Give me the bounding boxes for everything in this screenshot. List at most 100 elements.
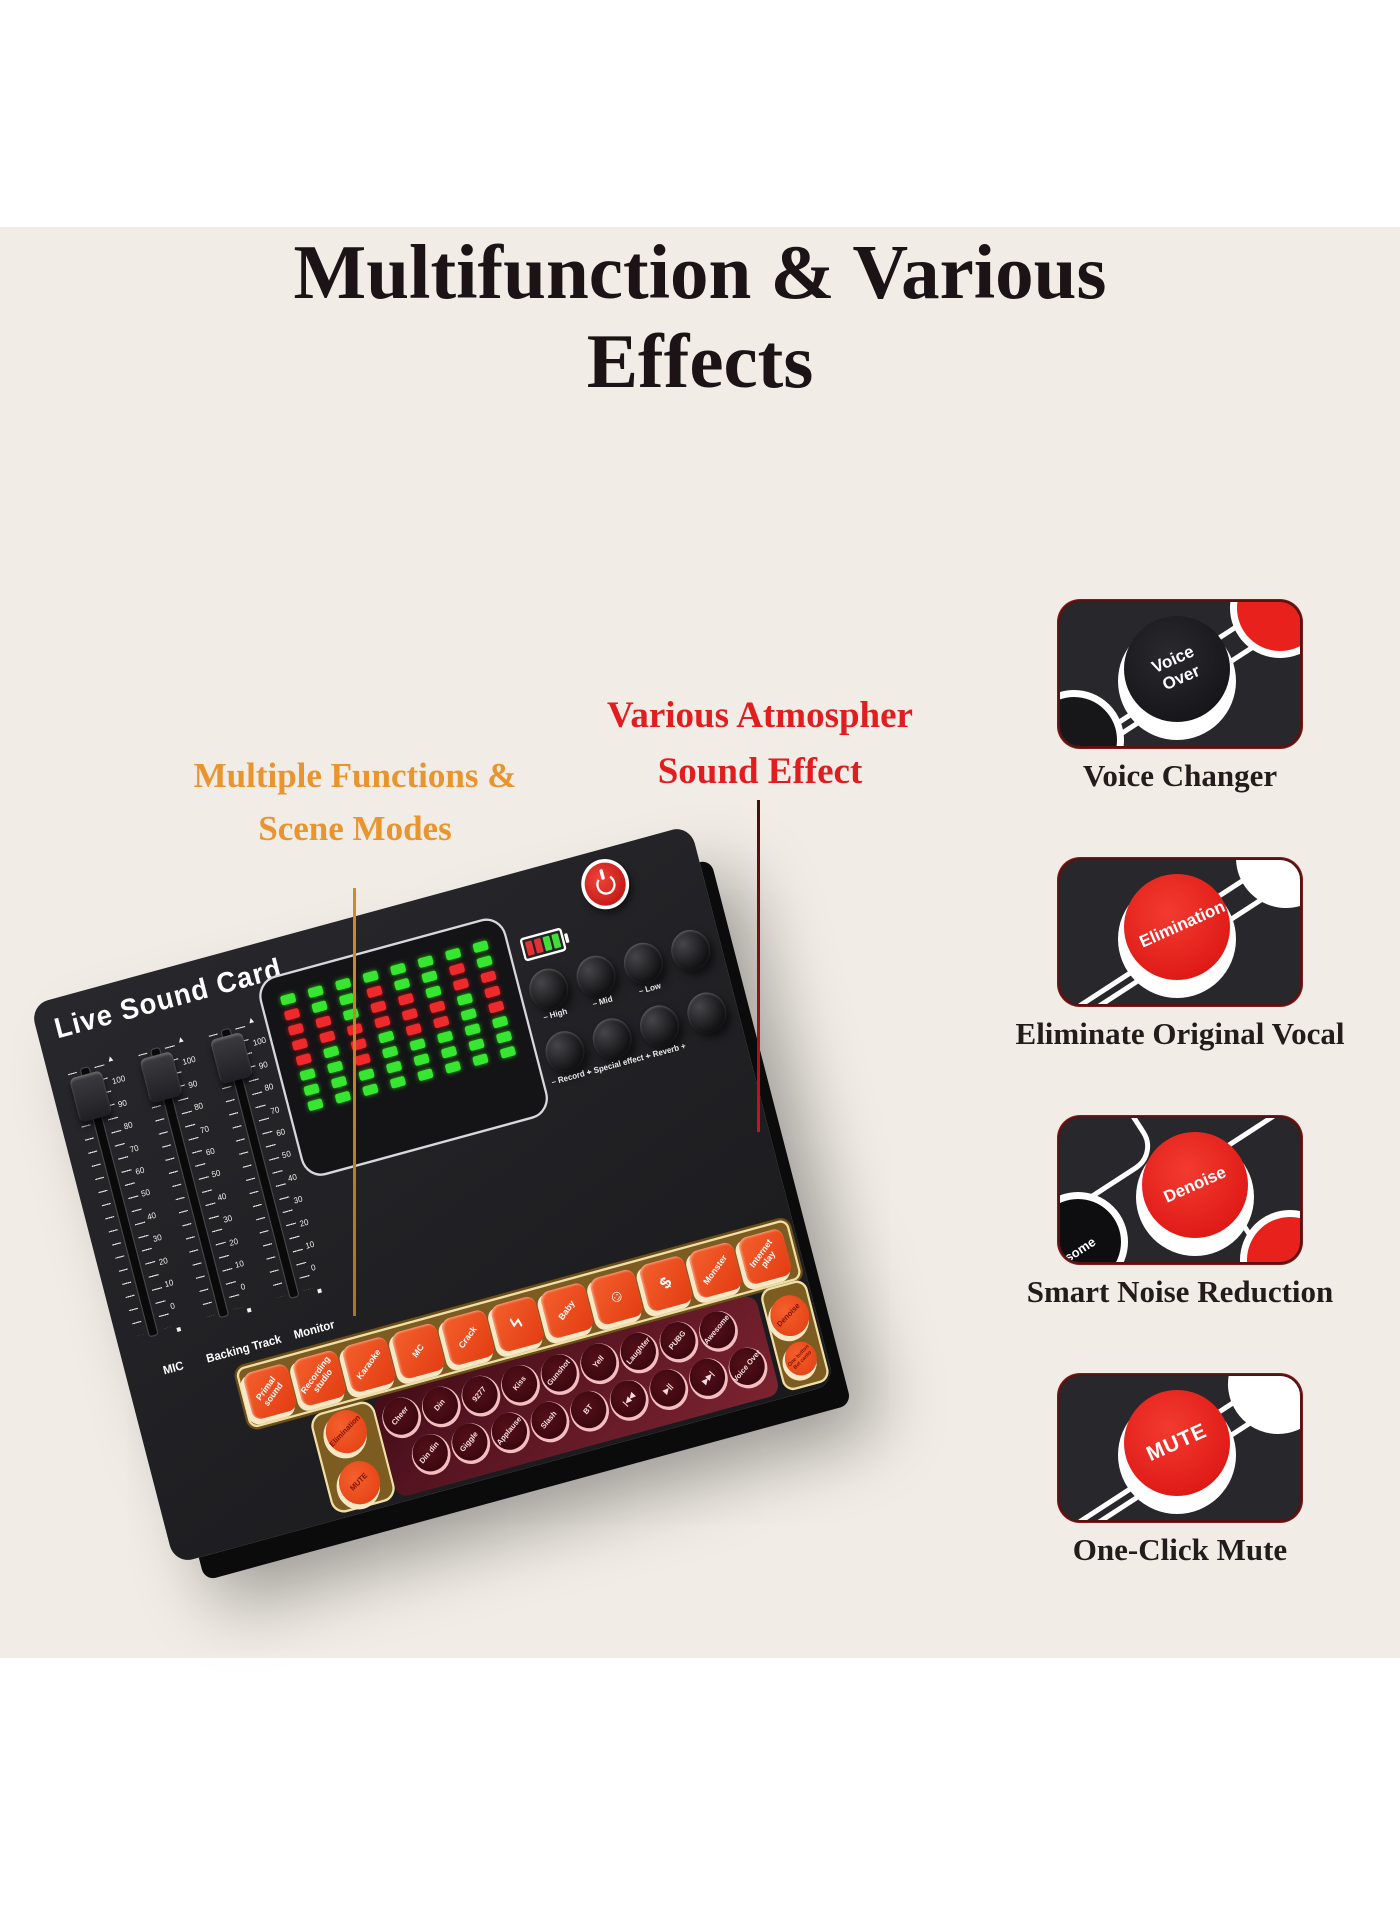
fader-scale-mark: 50 bbox=[211, 1169, 222, 1181]
led-segment bbox=[440, 1045, 458, 1059]
effect-button: Cheer bbox=[377, 1392, 426, 1443]
led-segment bbox=[279, 992, 297, 1006]
feature-caption: Eliminate Original Vocal bbox=[1015, 1016, 1345, 1051]
page-title: Multifunction & Various Effects bbox=[0, 228, 1400, 407]
depicted-button-label: MUTE bbox=[1143, 1419, 1211, 1466]
knob bbox=[572, 951, 620, 1001]
scene-button: Monster bbox=[687, 1240, 744, 1300]
fader-scale-mark: 100 bbox=[111, 1075, 127, 1088]
led-segment bbox=[310, 1000, 328, 1014]
led-segment bbox=[302, 1083, 320, 1097]
scene-button: Karaoke bbox=[341, 1335, 398, 1394]
depicted-button: Elimination bbox=[1124, 874, 1230, 980]
led-segment bbox=[393, 977, 411, 991]
led-segment bbox=[366, 985, 383, 999]
scene-button-label: $ bbox=[655, 1273, 676, 1293]
corner-button: some bbox=[1060, 1192, 1128, 1262]
led-segment bbox=[413, 1053, 430, 1067]
annotation-multiple-functions: Multiple Functions & Scene Modes bbox=[105, 750, 605, 855]
knob bbox=[635, 1000, 684, 1051]
led-segment bbox=[334, 977, 352, 991]
led-segment bbox=[425, 985, 443, 999]
led-segment bbox=[298, 1068, 316, 1082]
effect-button-label: BT bbox=[582, 1402, 595, 1417]
led-segment bbox=[444, 1060, 462, 1074]
title-line-2: Effects bbox=[586, 318, 814, 405]
effect-button: Awesome bbox=[694, 1306, 743, 1357]
scene-button: Primal sound bbox=[242, 1362, 299, 1421]
led-segment bbox=[385, 1060, 403, 1074]
led-segment bbox=[409, 1037, 427, 1052]
fader-scale-mark: 50 bbox=[281, 1150, 293, 1162]
led-segment bbox=[354, 1053, 371, 1067]
feature-card: MUTE bbox=[1058, 1374, 1302, 1522]
led-segment bbox=[417, 1068, 434, 1082]
effect-button: Din din bbox=[407, 1429, 455, 1480]
knob bbox=[619, 938, 668, 988]
annotation-red-line-1: Various Atmospher bbox=[607, 695, 913, 736]
knob bbox=[541, 1026, 589, 1077]
knob bbox=[524, 964, 573, 1014]
effect-button-label: Yell bbox=[591, 1354, 606, 1370]
scene-button-label: Internet play bbox=[747, 1236, 778, 1270]
depicted-button: Denoise bbox=[1142, 1132, 1248, 1238]
led-segment bbox=[429, 1000, 446, 1014]
led-segment bbox=[287, 1022, 304, 1037]
fader-scale-mark: ■ bbox=[175, 1325, 183, 1335]
scene-button-label: Monster bbox=[700, 1252, 730, 1287]
fader-label: MIC bbox=[161, 1359, 186, 1378]
knob bbox=[666, 925, 715, 976]
feature-card: Elimination bbox=[1058, 858, 1302, 1006]
fader-scale-mark: ■ bbox=[245, 1306, 253, 1316]
knob-unit: – Record + bbox=[540, 1026, 593, 1088]
effect-button: Gunshot bbox=[536, 1349, 584, 1400]
fader-scale-mark: 60 bbox=[134, 1166, 146, 1178]
feature-caption: One-Click Mute bbox=[1072, 1532, 1288, 1567]
depicted-button: Voice Over bbox=[1124, 616, 1230, 722]
fader-scale-mark: 40 bbox=[287, 1173, 298, 1184]
corner-button bbox=[1236, 860, 1300, 908]
fader-scale-mark: 90 bbox=[258, 1060, 269, 1072]
fader-scale-mark: 20 bbox=[298, 1218, 310, 1229]
round-orange-button-label: MUTE bbox=[348, 1471, 370, 1493]
effect-button: ▶▶| bbox=[684, 1353, 733, 1404]
fader-scale-mark: 70 bbox=[199, 1124, 211, 1136]
effect-button-label: Slash bbox=[539, 1409, 559, 1431]
fader-scale-mark: ▲ bbox=[246, 1015, 257, 1027]
led-segment bbox=[488, 1000, 506, 1014]
effect-button: Kiss bbox=[496, 1360, 545, 1411]
effect-button-label: Applause bbox=[495, 1415, 524, 1448]
led-segment bbox=[468, 1037, 486, 1052]
corner-button bbox=[1228, 1376, 1300, 1434]
led-segment bbox=[318, 1030, 336, 1044]
scene-button: $ bbox=[638, 1254, 695, 1313]
knob-label: – High bbox=[542, 1007, 569, 1023]
fader-scale-mark: ▲ bbox=[105, 1054, 116, 1065]
effect-button-label: |◀◀ bbox=[621, 1391, 637, 1408]
fader-scale-mark: 100 bbox=[252, 1036, 268, 1049]
scene-button: ϟ bbox=[489, 1294, 546, 1354]
fader-scale-mark: 40 bbox=[146, 1211, 158, 1223]
led-segment bbox=[496, 1030, 513, 1044]
scene-button-label: Baby bbox=[556, 1298, 577, 1323]
fader-scale-mark: 90 bbox=[117, 1099, 129, 1110]
effect-button-label: Din din bbox=[418, 1440, 442, 1466]
effect-button-label: Cheer bbox=[390, 1405, 411, 1428]
led-segment bbox=[480, 970, 498, 984]
feature-card: some Denoise bbox=[1058, 1116, 1302, 1264]
scene-button: Baby bbox=[539, 1281, 596, 1340]
feature-item: Elimination Eliminate Original Vocal bbox=[1016, 858, 1344, 1116]
fader-scale-mark: 40 bbox=[216, 1192, 228, 1203]
depicted-button-label: Elimination bbox=[1136, 897, 1228, 952]
led-segment bbox=[472, 1053, 490, 1067]
corner-button bbox=[1230, 602, 1300, 658]
led-segment bbox=[433, 1015, 450, 1029]
knob bbox=[683, 988, 731, 1038]
led-segment bbox=[460, 1007, 478, 1021]
effect-button-label: Giggle bbox=[459, 1430, 481, 1454]
led-segment bbox=[283, 1007, 300, 1021]
effect-button: Applause bbox=[486, 1407, 535, 1458]
fader-scale-mark: 20 bbox=[228, 1237, 240, 1248]
effect-button: BT bbox=[565, 1386, 614, 1437]
